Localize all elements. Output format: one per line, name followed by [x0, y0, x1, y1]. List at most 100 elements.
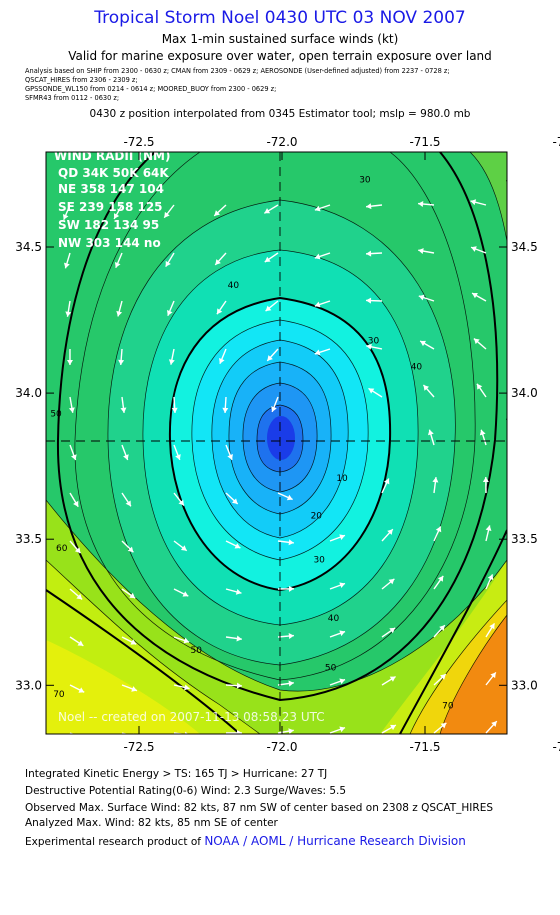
contour-label: 50	[325, 664, 337, 674]
wind-radii-row-se: SE 239 158 125	[58, 200, 163, 214]
x-tick-label-top: -71.0	[552, 135, 560, 149]
wind-arrow	[63, 252, 71, 269]
wind-arrow	[173, 588, 189, 597]
wind-arrow	[432, 477, 439, 494]
wind-arrow	[422, 384, 435, 398]
wind-arrow	[121, 492, 132, 507]
wind-arrow	[418, 201, 435, 208]
analysis-sources-line: QSCAT_HIRES from 2306 - 2309 z;	[25, 76, 138, 84]
wind-arrow	[418, 248, 435, 254]
wind-arrow	[485, 720, 498, 734]
x-tick-label-bottom: -71.5	[409, 740, 440, 754]
wind-field-plot: 102030405030403040505060606050707080 WIN…	[15, 135, 560, 754]
wind-arrow	[381, 528, 394, 542]
wind-radii-header: QD 34K 50K 64K	[58, 166, 169, 180]
contour-50kt-east	[469, 152, 507, 420]
credit-line: Experimental research product of NOAA / …	[25, 834, 466, 848]
contour-64kt-radius-west	[46, 589, 241, 734]
wind-radii-title: WIND RADII (NM)	[54, 149, 170, 163]
field-band-70kt	[46, 640, 200, 734]
wind-arrow	[433, 526, 442, 542]
wind-arrow	[121, 684, 138, 692]
wind-arrow	[277, 680, 294, 687]
wind-arrow	[173, 540, 188, 552]
x-tick-label-top: -72.5	[123, 135, 154, 149]
y-tick-label-right: 34.0	[511, 386, 538, 400]
hrd-link[interactable]: NOAA / AOML / Hurricane Research Divisio…	[204, 834, 466, 848]
wind-arrow	[173, 731, 189, 734]
y-tick-label-left: 33.0	[15, 678, 42, 692]
wind-arrow	[329, 630, 346, 638]
wind-arrow	[173, 444, 181, 461]
wind-arrow	[479, 429, 487, 446]
wind-arrow	[165, 252, 175, 268]
wind-arrow	[329, 726, 346, 734]
contour-label: 70	[442, 702, 454, 712]
contour-label: 10	[336, 474, 348, 484]
contour-10kt	[242, 382, 318, 493]
chart-subtitle-validity: Valid for marine exposure over water, op…	[68, 49, 492, 63]
wind-arrow	[121, 588, 136, 599]
wind-arrow	[314, 204, 331, 212]
wind-arrow	[473, 338, 487, 350]
contour-64kt-radius-northeast	[506, 180, 507, 420]
wind-arrow	[225, 492, 239, 505]
axis-tick-labels: -72.5 -72.5 -72.0 -72.0 -71.5 -71.5 -71.0 -71.0…	[15, 135, 560, 754]
wind-arrow	[470, 199, 487, 206]
contour-20kt	[211, 339, 349, 539]
wind-arrow	[365, 297, 383, 304]
contour-label: 70	[53, 690, 65, 700]
wind-arrow	[225, 540, 241, 549]
wind-arrow	[277, 585, 295, 592]
contour-80kt	[439, 614, 507, 734]
center-crosshair	[46, 152, 507, 734]
wind-arrow	[476, 383, 487, 398]
wind-arrow	[314, 348, 331, 356]
wind-arrow	[69, 588, 83, 600]
wind-arrow	[163, 204, 175, 219]
wind-arrow	[329, 678, 346, 686]
wind-arrow	[68, 396, 75, 413]
contour-labels: 102030405030403040505060606050707080	[50, 176, 543, 712]
wind-arrow	[277, 492, 293, 501]
contour-label: 50	[50, 409, 62, 419]
wind-arrow	[225, 729, 243, 734]
field-band-50kt-east	[470, 152, 507, 420]
wind-arrow	[171, 396, 178, 414]
wind-arrow	[121, 540, 134, 553]
wind-arrow	[433, 624, 446, 638]
wind-arrow	[329, 582, 346, 590]
wind-arrow	[69, 540, 81, 554]
wind-radii-row-sw: SW 182 134 95	[58, 218, 159, 232]
wind-arrow	[113, 204, 123, 220]
analysis-sources-line: Analysis based on SHIP from 2300 - 0630 …	[25, 67, 450, 75]
wind-arrow	[222, 396, 229, 414]
wind-speed-field: 102030405030403040505060606050707080 WIN…	[46, 149, 543, 734]
contour-label: 50	[531, 436, 543, 446]
wind-arrow	[66, 348, 73, 366]
x-tick-label-bottom: -72.5	[123, 740, 154, 754]
contour-label: 40	[228, 281, 240, 291]
wind-arrow	[265, 300, 279, 312]
wind-arrow	[263, 204, 279, 214]
wind-arrow	[173, 492, 185, 506]
wind-arrow	[225, 682, 243, 689]
wind-arrow	[65, 300, 72, 317]
wind-arrow	[381, 724, 397, 734]
wind-vectors	[62, 199, 498, 734]
analysis-sources-line: SFMR43 from 0112 - 0630 z;	[25, 94, 120, 102]
wind-arrow	[381, 627, 396, 638]
x-tick-label-bottom: -72.0	[266, 740, 297, 754]
destructive-potential-line: Destructive Potential Rating(0-6) Wind: …	[25, 785, 347, 797]
wind-arrow	[471, 292, 487, 302]
x-tick-label-top: -71.5	[409, 135, 440, 149]
analyzed-max-wind-line: Analyzed Max. Wind: 82 kts, 85 nm SE of …	[25, 817, 278, 829]
wind-arrow	[427, 429, 435, 446]
wind-radii-table: WIND RADII (NM) QD 34K 50K 64K NE 358 14…	[54, 149, 170, 250]
wind-arrow	[277, 728, 294, 734]
observed-max-wind-line: Observed Max. Surface Wind: 82 kts, 87 n…	[25, 802, 493, 814]
wind-arrow	[366, 343, 383, 350]
y-tick-label-left: 33.5	[15, 532, 42, 546]
wind-arrow	[485, 623, 496, 638]
wind-arrow	[368, 387, 383, 398]
